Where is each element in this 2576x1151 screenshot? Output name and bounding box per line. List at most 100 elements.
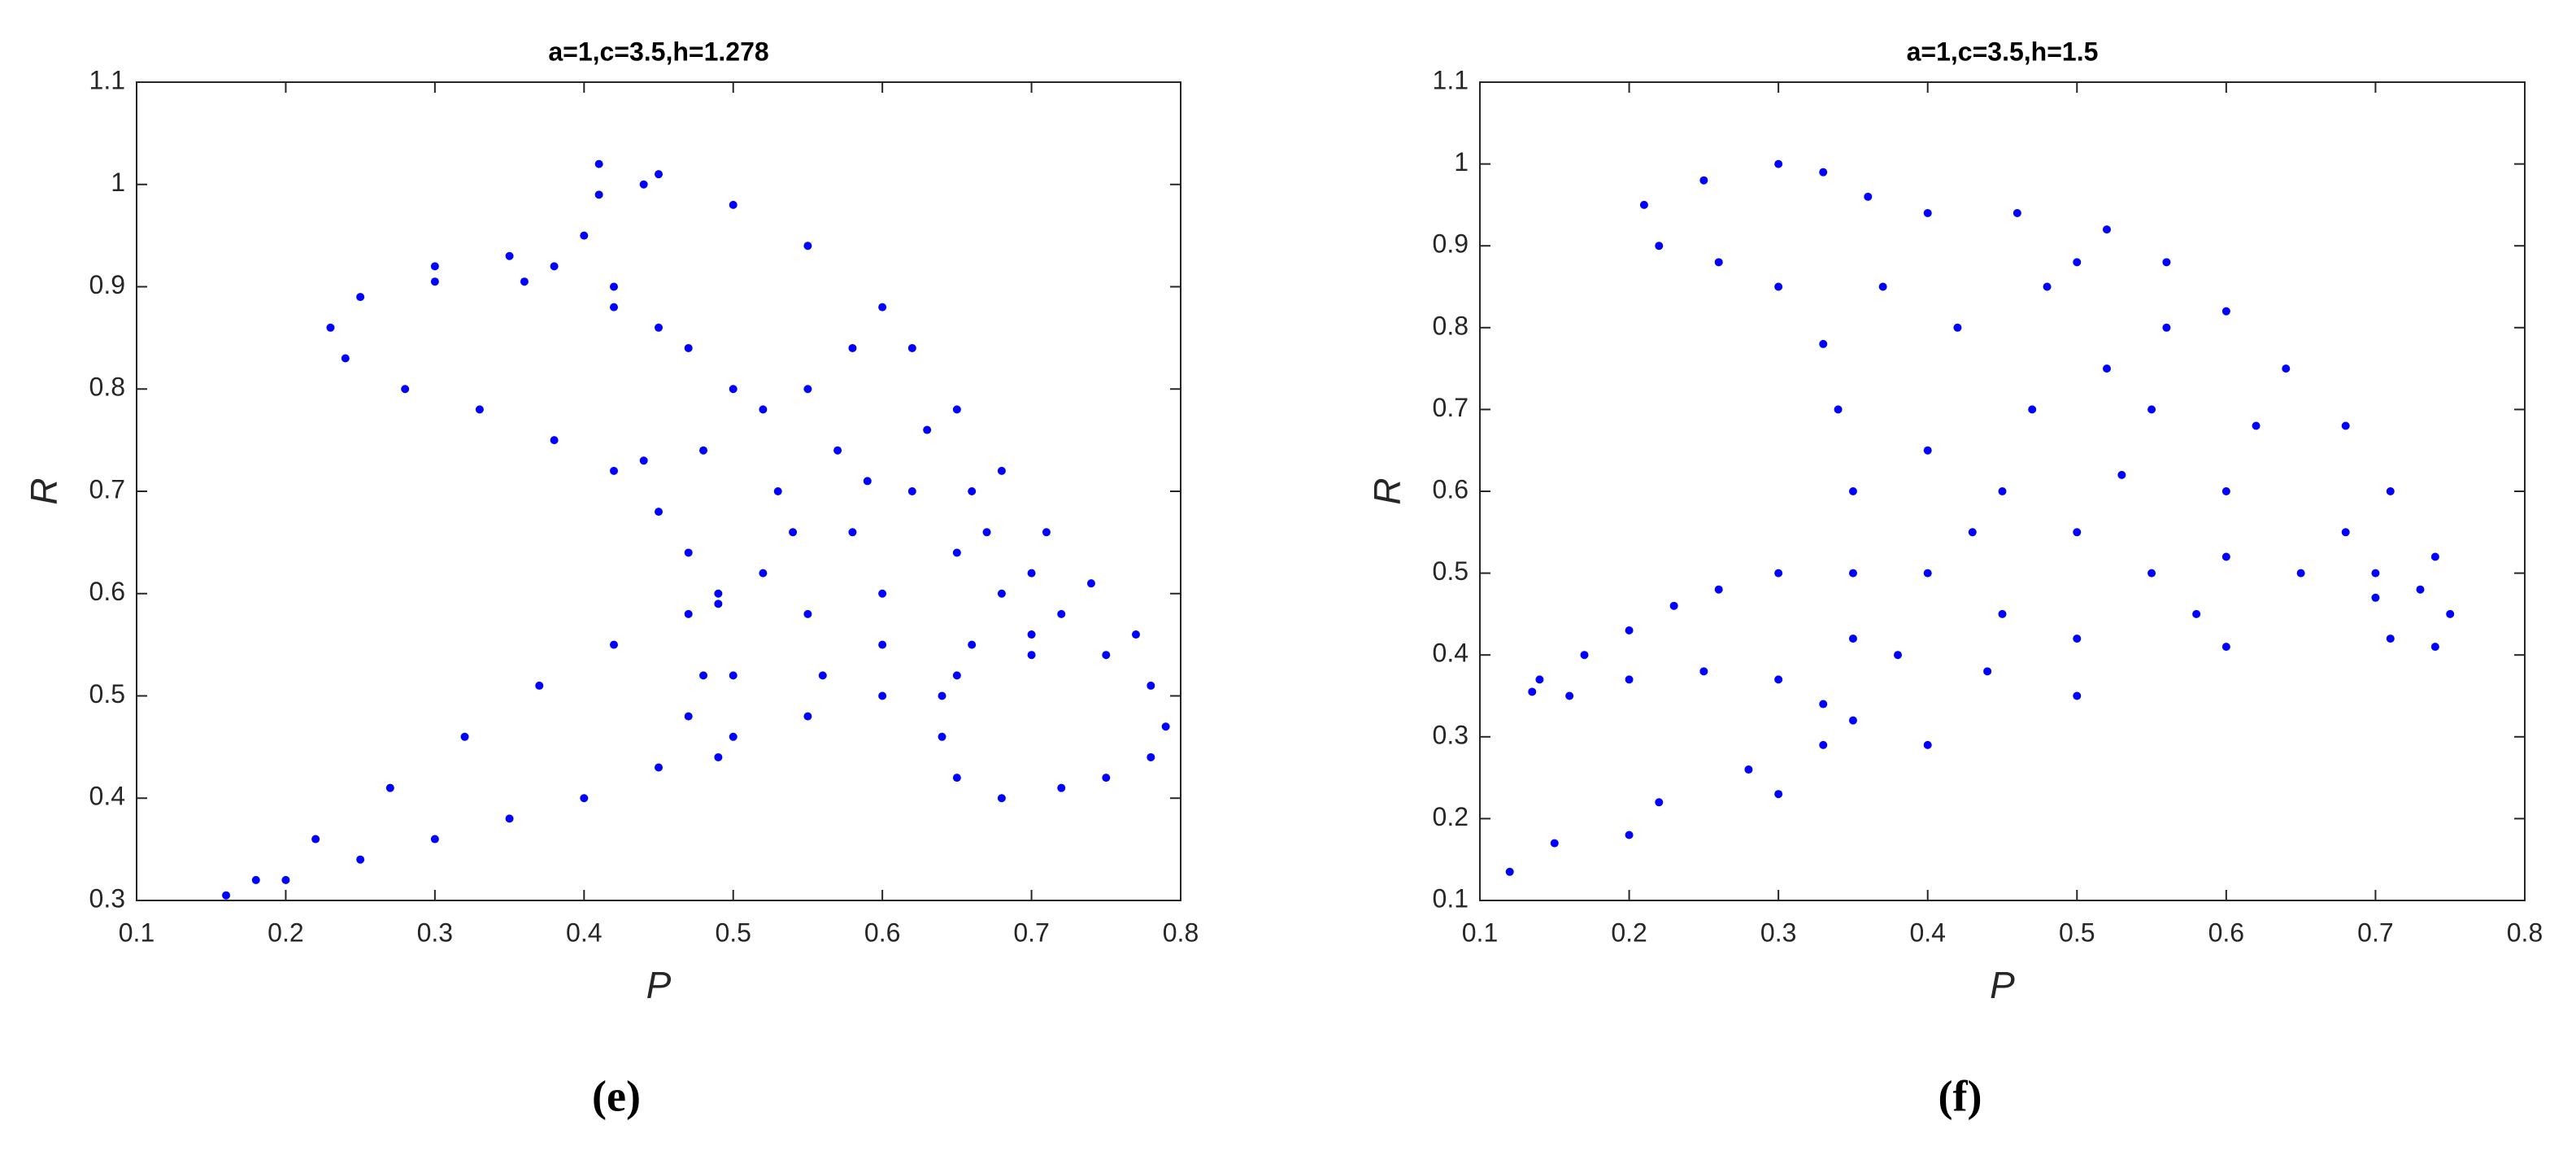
point: [1834, 405, 1843, 414]
y-tick-label: 0.6: [1433, 474, 1469, 504]
plot-area: [136, 81, 1181, 901]
point: [1923, 740, 1932, 749]
point: [430, 277, 439, 286]
point: [952, 671, 961, 680]
point: [2117, 470, 2126, 479]
point: [833, 446, 842, 455]
point: [2341, 528, 2350, 537]
y-tick-label: 1.1: [1433, 65, 1469, 94]
point: [1878, 282, 1887, 291]
point: [281, 875, 290, 884]
point: [1848, 569, 1857, 578]
point: [759, 405, 768, 414]
x-tick-label: 0.5: [715, 918, 751, 947]
point: [938, 691, 946, 700]
point: [2221, 552, 2230, 561]
point: [1819, 740, 1828, 749]
point: [505, 251, 514, 260]
point: [848, 528, 857, 537]
point: [1625, 831, 1634, 839]
point: [1027, 630, 1036, 639]
point: [609, 303, 618, 312]
point: [430, 262, 439, 271]
point: [968, 640, 977, 649]
panel: a=1,c=3.5,h=1.278 P R (e) 0.1 0.2 0.3 0.4 0.5 0.6…: [23, 37, 1199, 1120]
point: [729, 671, 738, 680]
point: [1983, 667, 1992, 676]
point: [684, 712, 693, 721]
y-tick-label: 0.6: [89, 577, 125, 606]
point: [907, 343, 916, 352]
point: [2028, 405, 2037, 414]
point: [878, 303, 887, 312]
point: [1528, 687, 1537, 696]
point: [655, 323, 663, 332]
point: [714, 599, 723, 608]
point: [2430, 552, 2439, 561]
point: [1744, 765, 1753, 774]
point: [2221, 487, 2230, 495]
y-tick-label: 1.1: [89, 65, 125, 94]
point: [2192, 609, 2201, 618]
point: [2341, 421, 2350, 430]
caption: (e): [592, 1071, 641, 1120]
point: [1027, 569, 1036, 578]
point: [684, 343, 693, 352]
x-tick-label: 0.5: [2059, 918, 2095, 947]
point: [1639, 200, 1648, 209]
point: [401, 385, 410, 394]
point: [863, 477, 872, 486]
point: [251, 875, 260, 884]
x-tick-label: 0.1: [1462, 918, 1498, 947]
y-tick-label: 0.1: [1433, 883, 1469, 913]
point: [2162, 258, 2171, 267]
point: [1147, 681, 1155, 690]
point: [907, 487, 916, 495]
x-tick-label: 0.8: [2507, 918, 2543, 947]
point: [997, 794, 1006, 803]
y-tick-label: 0.2: [1433, 802, 1469, 831]
point: [714, 589, 723, 598]
point: [923, 425, 932, 434]
point: [803, 609, 812, 618]
point: [968, 487, 977, 495]
point: [1923, 446, 1932, 455]
point: [2147, 569, 2156, 578]
point: [1774, 159, 1783, 168]
point: [639, 456, 648, 465]
point: [982, 528, 991, 537]
point: [2043, 282, 2052, 291]
point: [1550, 839, 1559, 848]
point: [1923, 569, 1932, 578]
y-tick-label: 0.7: [89, 474, 125, 504]
point: [326, 323, 335, 332]
point: [1535, 675, 1544, 684]
point: [1714, 258, 1723, 267]
y-axis-label: R: [23, 477, 65, 504]
point: [1102, 651, 1111, 660]
point: [699, 446, 708, 455]
point: [1580, 651, 1589, 660]
point: [2371, 593, 2380, 602]
point: [1027, 651, 1036, 660]
x-tick-label: 0.4: [1909, 918, 1945, 947]
y-tick-label: 0.3: [1433, 720, 1469, 749]
point: [2103, 225, 2111, 234]
point: [878, 589, 887, 598]
point: [952, 774, 961, 783]
y-tick-label: 0.3: [89, 883, 125, 913]
point: [2371, 569, 2380, 578]
point: [714, 752, 723, 761]
point: [505, 814, 514, 823]
point: [1774, 569, 1783, 578]
x-tick-label: 0.6: [864, 918, 900, 947]
point: [848, 343, 857, 352]
point: [1998, 609, 2007, 618]
point: [2416, 585, 2425, 594]
panel: a=1,c=3.5,h=1.5 P R (f) 0.1 0.2 0.3 0.4 0.5 0.6 0.…: [1366, 37, 2543, 1120]
y-axis-label: R: [1366, 477, 1408, 504]
point: [460, 732, 469, 741]
point: [1655, 242, 1664, 251]
point: [997, 589, 1006, 598]
